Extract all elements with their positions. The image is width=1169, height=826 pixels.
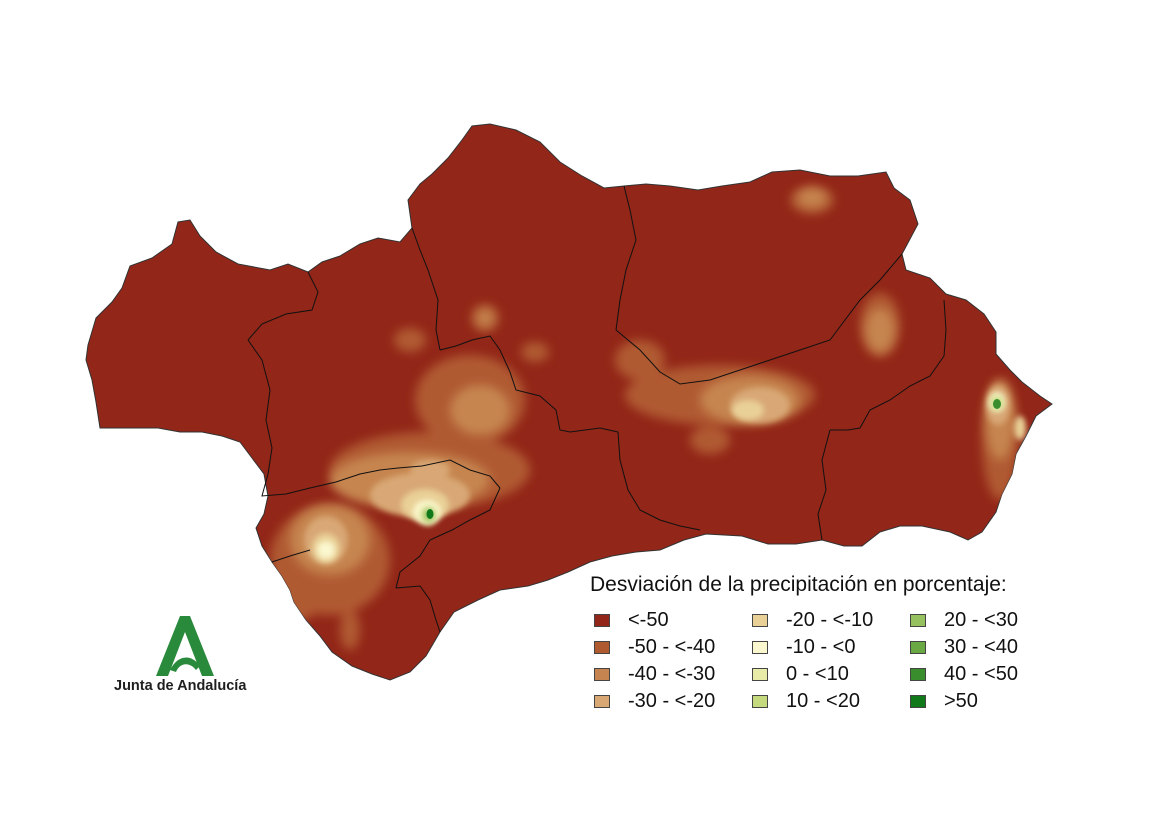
legend-item: -50 - <-40 [594, 635, 715, 659]
legend-swatch [594, 640, 610, 654]
legend-label: 40 - <50 [944, 662, 1018, 685]
legend-swatch [752, 694, 768, 708]
legend-swatch [752, 640, 768, 654]
legend-label: -30 - <-20 [628, 689, 716, 712]
junta-logo: Junta de Andalucía [112, 612, 262, 702]
legend-item: 10 - <20 [752, 689, 860, 713]
legend-item: >50 [910, 689, 978, 713]
legend-item: -40 - <-30 [594, 662, 715, 686]
legend-swatch [752, 667, 768, 681]
legend-label: 20 - <30 [944, 608, 1018, 631]
junta-logo-icon [156, 616, 214, 676]
legend-label: -10 - <0 [786, 635, 856, 658]
legend-item: <-50 [594, 608, 669, 632]
legend-swatch [910, 667, 926, 681]
legend-label: 30 - <40 [944, 635, 1018, 658]
legend-label: -40 - <-30 [628, 662, 716, 685]
anomaly-patches [270, 186, 1026, 650]
legend-item: 20 - <30 [910, 608, 1018, 632]
legend-swatch [910, 694, 926, 708]
legend-label: <-50 [628, 608, 669, 631]
legend-item: 30 - <40 [910, 635, 1018, 659]
legend-swatch [752, 613, 768, 627]
legend-label: 0 - <10 [786, 662, 849, 685]
legend-swatch [594, 694, 610, 708]
legend-item: -20 - <-10 [752, 608, 873, 632]
logo-text: Junta de Andalucía [114, 678, 247, 694]
legend-item: 0 - <10 [752, 662, 849, 686]
province-borders [247, 185, 947, 633]
legend-title: Desviación de la precipitación en porcen… [590, 573, 1007, 596]
legend-item: -30 - <-20 [594, 689, 715, 713]
legend: <-50 -50 - <-40 -40 - <-30 -30 - <-20 -20 - … [594, 608, 1054, 718]
legend-label: -20 - <-10 [786, 608, 874, 631]
legend-item: -10 - <0 [752, 635, 855, 659]
legend-item: 40 - <50 [910, 662, 1018, 686]
legend-swatch [594, 613, 610, 627]
legend-label: -50 - <-40 [628, 635, 716, 658]
legend-label: 10 - <20 [786, 689, 860, 712]
legend-swatch [910, 613, 926, 627]
legend-swatch [910, 640, 926, 654]
legend-swatch [594, 667, 610, 681]
legend-label: >50 [944, 689, 978, 712]
